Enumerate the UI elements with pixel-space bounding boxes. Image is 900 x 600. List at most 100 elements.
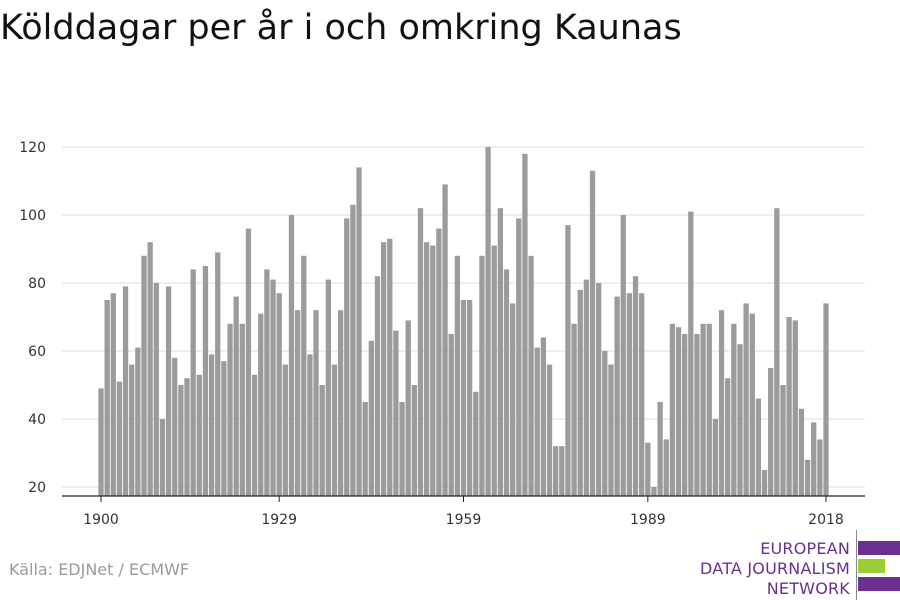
bar-2004 (737, 344, 743, 496)
bar-2016 (811, 422, 817, 496)
bar-1906 (135, 347, 141, 496)
bar-1959 (460, 300, 467, 496)
bar-2017 (817, 439, 823, 496)
source-note: Källa: EDJNet / ECMWF (9, 560, 190, 579)
bar-1983 (608, 364, 614, 496)
bar-2018 (823, 303, 829, 496)
bar-1981 (596, 283, 602, 496)
bar-1945 (374, 276, 381, 496)
bar-1952 (417, 208, 424, 496)
bar-1910 (159, 419, 166, 496)
bar-1973 (546, 364, 553, 496)
bar-1925 (251, 374, 258, 496)
bar-2012 (786, 317, 792, 496)
bars (98, 147, 829, 497)
bar-1953 (423, 242, 430, 496)
bar-1989 (645, 442, 651, 496)
x-tick-label: 1929 (261, 512, 297, 528)
bar-1918 (208, 354, 215, 496)
bar-2005 (743, 303, 749, 496)
bar-1990 (651, 487, 657, 496)
bar-1927 (264, 269, 270, 496)
bar-1977 (571, 323, 577, 496)
bar-1962 (479, 255, 485, 496)
bar-1944 (368, 340, 374, 496)
bar-1915 (190, 269, 196, 496)
bar-1956 (442, 184, 448, 496)
bar-1921 (227, 323, 233, 496)
bar-1939 (337, 310, 344, 496)
bar-1988 (639, 293, 645, 496)
bar-1999 (706, 323, 712, 496)
bar-1982 (602, 351, 608, 496)
bar-1948 (393, 330, 399, 496)
bar-2001 (718, 310, 725, 496)
bar-1965 (497, 208, 503, 496)
bar-2009 (768, 368, 774, 496)
bar-1976 (565, 225, 571, 496)
bar-1908 (147, 242, 153, 496)
logo-bar-purple-top (858, 541, 900, 555)
bar-1964 (491, 245, 497, 496)
bar-2000 (712, 419, 719, 496)
bar-1970 (528, 255, 534, 496)
bar-2011 (780, 385, 786, 496)
bar-1909 (153, 283, 159, 496)
logo-bar-purple-bottom (858, 577, 900, 591)
bar-1949 (399, 402, 405, 496)
bar-1972 (540, 337, 547, 496)
bar-2014 (798, 408, 805, 496)
bar-1998 (700, 323, 706, 496)
bar-2003 (731, 323, 737, 496)
bar-1991 (657, 402, 663, 496)
bar-1907 (141, 255, 147, 496)
x-tick-label: 1989 (630, 512, 666, 528)
bar-1917 (202, 266, 209, 496)
bar-2010 (774, 208, 780, 496)
bar-1916 (196, 374, 202, 496)
bar-1984 (614, 296, 620, 496)
bar-1934 (307, 354, 313, 496)
y-tick-label: 100 (19, 208, 46, 224)
bar-1992 (663, 439, 669, 496)
bar-1938 (331, 364, 338, 496)
bar-1979 (583, 279, 590, 496)
bar-1980 (589, 170, 596, 497)
bar-1996 (688, 211, 694, 496)
bar-1987 (632, 276, 639, 496)
bar-1924 (245, 228, 252, 496)
bar-1961 (473, 391, 479, 496)
bar-1985 (620, 215, 626, 496)
bar-2013 (792, 320, 798, 496)
bar-1957 (448, 334, 454, 496)
bar-1911 (165, 286, 172, 496)
bar-1993 (669, 323, 676, 496)
bar-1966 (503, 269, 510, 496)
bar-1955 (436, 228, 442, 496)
y-tick-label: 60 (28, 344, 46, 360)
bar-1936 (319, 385, 325, 496)
logo-line-european: EUROPEAN (760, 539, 850, 558)
logo-divider (856, 530, 857, 600)
bar-1963 (485, 147, 491, 496)
bar-1913 (178, 385, 184, 496)
edjnet-logo: EUROPEAN DATA JOURNALISM NETWORK (700, 530, 900, 600)
bar-2002 (725, 378, 731, 496)
bar-1954 (430, 245, 436, 496)
bar-1932 (294, 310, 301, 496)
bar-1935 (313, 310, 319, 496)
bar-1958 (454, 255, 460, 496)
y-tick-label: 80 (28, 276, 46, 292)
bar-1947 (387, 238, 393, 497)
bar-1923 (239, 323, 245, 496)
bar-1937 (325, 279, 331, 496)
bar-1986 (626, 293, 633, 496)
bar-1928 (270, 279, 276, 496)
y-tick-label: 120 (19, 140, 46, 156)
bar-1914 (184, 378, 190, 496)
x-tick-label: 1959 (446, 512, 482, 528)
bar-1931 (288, 215, 295, 496)
bar-1968 (516, 218, 522, 496)
bar-1995 (682, 334, 688, 496)
bar-1975 (559, 446, 565, 496)
